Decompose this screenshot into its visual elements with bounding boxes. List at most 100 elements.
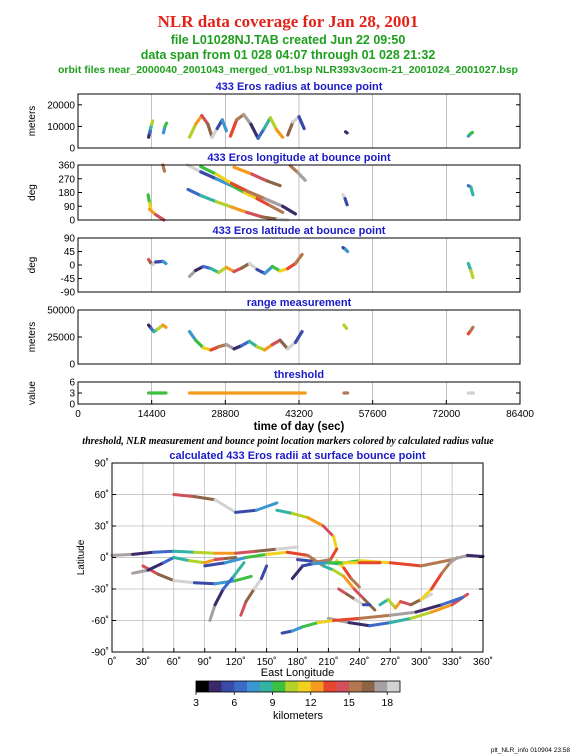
data-track <box>281 204 298 216</box>
data-track <box>185 163 203 174</box>
data-track <box>268 116 279 132</box>
colorbar-swatch <box>247 681 261 692</box>
y-axis-label: meters <box>27 106 38 137</box>
data-track <box>206 122 214 139</box>
data-track <box>192 581 217 586</box>
data-track <box>316 558 332 564</box>
data-track <box>146 561 166 572</box>
panel-1 <box>77 93 521 149</box>
data-track <box>156 572 176 583</box>
y-axis-label: Latitude <box>76 539 87 575</box>
data-track <box>194 113 204 126</box>
colorbar-swatch <box>298 681 312 692</box>
data-track <box>342 566 353 580</box>
data-track <box>254 501 279 512</box>
y-tick-label: 0 <box>69 261 75 272</box>
data-track <box>161 323 168 329</box>
data-track <box>316 619 336 625</box>
data-track <box>275 508 294 515</box>
data-track <box>466 553 485 558</box>
x-tick-label: 43200 <box>285 409 313 420</box>
data-track <box>203 561 227 568</box>
data-track <box>234 508 258 514</box>
colorbar-tick-label: 9 <box>270 697 276 709</box>
data-track <box>244 587 256 604</box>
x-tick-label: 270˚ <box>380 656 400 668</box>
y-tick-label: 50000 <box>47 306 75 317</box>
data-track <box>199 170 218 181</box>
data-track <box>249 122 260 140</box>
data-track <box>290 625 305 633</box>
data-track <box>199 164 218 176</box>
y-axis-label: deg <box>27 184 38 201</box>
data-track <box>250 172 269 183</box>
data-track <box>419 587 433 601</box>
colorbar-tick-label: 3 <box>193 697 199 709</box>
data-track <box>154 213 166 222</box>
panel-title: 433 Eros latitude at bounce point <box>213 225 386 237</box>
data-track <box>228 118 239 138</box>
y-tick-label: 6 <box>69 378 75 389</box>
data-track <box>429 603 454 614</box>
data-span: data span from 01 028 04:07 through 01 0… <box>140 48 436 62</box>
data-track <box>252 577 263 591</box>
y-tick-label: 180 <box>58 188 75 199</box>
footer-stamp: plt_NLR_info 010904 23:58 <box>490 747 570 754</box>
data-track <box>342 323 349 330</box>
data-track <box>293 330 304 344</box>
panel-3 <box>77 237 521 293</box>
data-track <box>301 621 320 629</box>
colorbar-swatch <box>323 681 337 692</box>
data-track <box>469 268 475 280</box>
page-title: NLR data coverage for Jan 28, 2001 <box>157 12 419 31</box>
data-track <box>297 115 306 131</box>
colorbar <box>195 680 401 695</box>
data-track <box>213 498 238 514</box>
data-track <box>328 547 339 562</box>
data-track <box>232 561 246 578</box>
data-track <box>232 165 254 176</box>
y-tick-label: -60˚ <box>91 615 109 627</box>
y-tick-label: 60˚ <box>95 489 109 501</box>
data-track <box>213 557 227 562</box>
data-track <box>296 171 307 182</box>
data-track <box>311 561 330 566</box>
data-track <box>199 193 218 204</box>
y-tick-label: 0 <box>69 400 75 411</box>
data-track <box>163 121 169 129</box>
data-track <box>172 579 196 585</box>
data-track <box>186 187 203 198</box>
data-track <box>214 200 234 209</box>
data-track <box>262 116 272 131</box>
data-track <box>213 579 238 586</box>
x-tick-label: 72000 <box>432 409 460 420</box>
data-track <box>332 535 339 551</box>
colorbar-tick-label: 6 <box>231 697 237 709</box>
plot-frame <box>77 93 521 149</box>
data-track <box>151 549 176 554</box>
data-track <box>409 610 433 620</box>
x-tick-label: 120˚ <box>226 656 246 668</box>
panel-title: calculated 433 Eros radii at surface bou… <box>169 450 425 462</box>
data-track <box>429 571 444 591</box>
x-tick-label: 28800 <box>211 409 239 420</box>
data-track <box>221 574 236 591</box>
x-tick-label: 57600 <box>359 409 387 420</box>
data-track <box>448 556 459 565</box>
data-track <box>187 559 207 565</box>
data-track <box>161 259 168 266</box>
colorbar-swatch <box>221 681 235 692</box>
data-track <box>223 556 248 565</box>
colorbar-tick-label: 18 <box>381 697 393 709</box>
data-track <box>469 185 475 197</box>
x-tick-label: 360˚ <box>473 656 493 668</box>
data-track <box>259 564 269 580</box>
data-track <box>150 119 155 126</box>
data-track <box>220 118 228 133</box>
data-track <box>242 190 259 201</box>
data-track <box>194 338 205 350</box>
x-tick-label: 240˚ <box>349 656 369 668</box>
data-track <box>286 340 298 351</box>
data-track <box>229 184 246 195</box>
panel-4 <box>77 309 521 365</box>
